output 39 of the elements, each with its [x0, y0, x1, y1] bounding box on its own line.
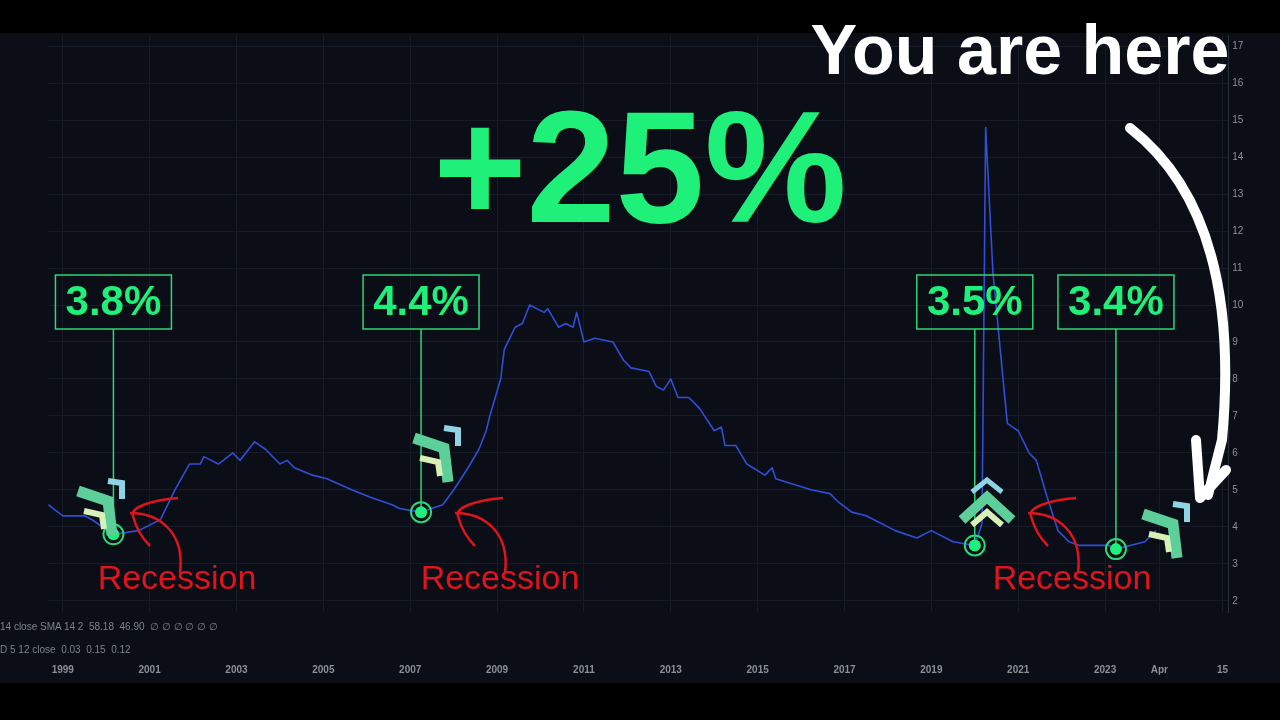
x-tick-label: 2017: [833, 663, 857, 675]
text: D 5 12 close 0.03 0.15 0.12: [0, 643, 132, 655]
y-tick-label: 13: [1232, 187, 1244, 199]
y-tick-label: 15: [1232, 113, 1244, 125]
y-tick-label: 12: [1232, 224, 1244, 236]
y-tick-label: 5: [1232, 483, 1239, 495]
x-tick-label: 2013: [659, 663, 683, 675]
x-tick-label: 2003: [225, 663, 249, 675]
y-tick-label: 10: [1232, 298, 1244, 310]
x-tick-label: 2009: [485, 663, 509, 675]
x-tick-label: 2021: [1007, 663, 1030, 675]
y-tick-label: 3: [1232, 557, 1239, 569]
annotation: 3.4%: [1068, 276, 1164, 324]
x-tick-label: 15: [1217, 663, 1229, 675]
annotation: 3.8%: [65, 276, 162, 324]
y-tick-label: 17: [1232, 39, 1244, 51]
x-tick-label: 2023: [1093, 663, 1117, 675]
y-tick-label: 14: [1232, 150, 1244, 162]
x-tick-label: 2001: [138, 663, 162, 675]
annotation: Recession: [420, 558, 580, 597]
x-tick-label: 2019: [920, 663, 943, 675]
y-tick-label: 7: [1232, 409, 1239, 421]
y-tick-label: 16: [1232, 76, 1244, 88]
x-tick-label: 2011: [573, 663, 596, 675]
annotation: Recession: [992, 558, 1152, 597]
y-tick-label: 9: [1232, 335, 1239, 347]
y-tick-label: 11: [1232, 261, 1243, 273]
y-tick-label: 2: [1232, 594, 1239, 606]
text: 14 close SMA 14 2 58.18 46.90 ∅ ∅ ∅ ∅ ∅ ∅: [0, 620, 218, 632]
x-tick-label: 1999: [51, 663, 75, 675]
x-tick-label: 2007: [399, 663, 422, 675]
y-tick-label: 6: [1232, 446, 1239, 458]
x-tick-label: 2005: [312, 663, 335, 675]
y-tick-label: 8: [1232, 372, 1239, 384]
x-tick-label: Apr: [1150, 663, 1169, 675]
annotation: 4.4%: [373, 276, 469, 324]
annotation: Recession: [97, 558, 257, 597]
y-tick-label: 4: [1232, 520, 1239, 532]
x-tick-label: 2015: [746, 663, 770, 675]
